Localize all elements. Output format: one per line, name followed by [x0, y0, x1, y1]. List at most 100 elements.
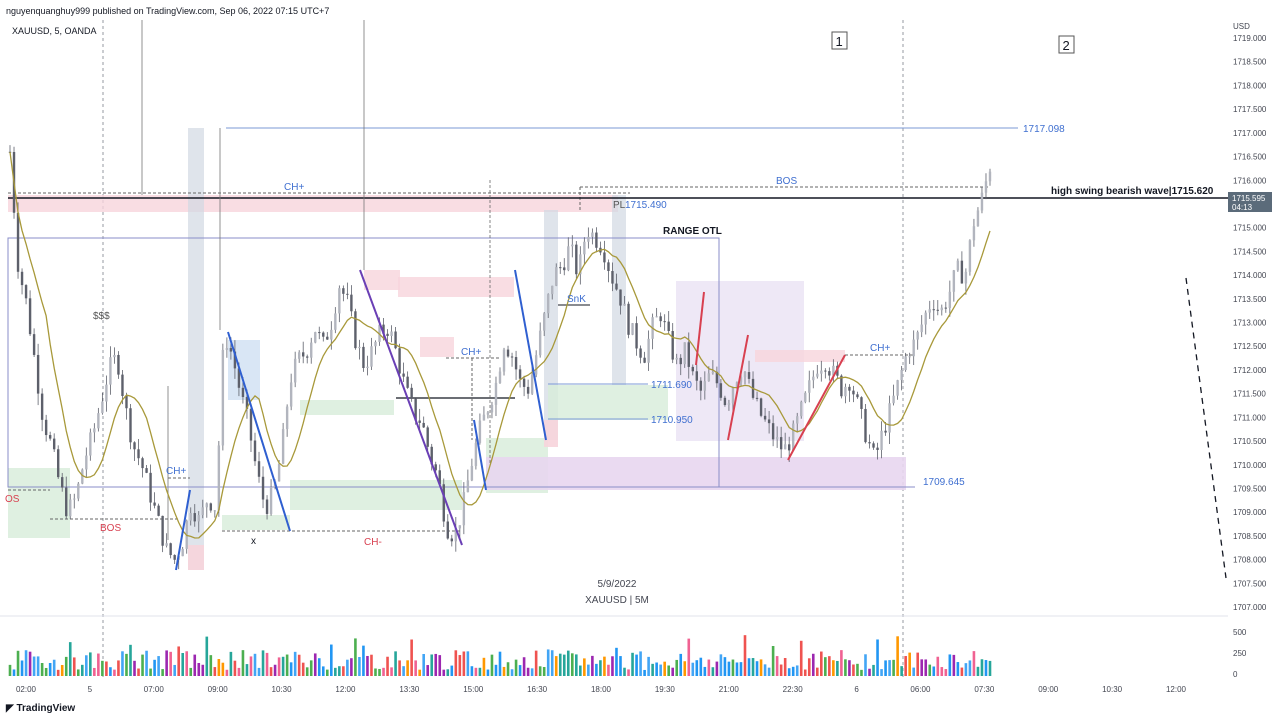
candle-body[interactable] [980, 192, 984, 211]
candle-body[interactable] [727, 403, 731, 406]
candle-body[interactable] [213, 510, 217, 512]
candle-body[interactable] [454, 528, 458, 542]
candle-body[interactable] [153, 502, 156, 506]
candle-body[interactable] [73, 498, 76, 500]
candle-body[interactable] [563, 267, 566, 271]
candle-body[interactable] [265, 499, 269, 514]
candle-body[interactable] [141, 458, 144, 469]
candle-body[interactable] [647, 338, 650, 363]
candle-body[interactable] [852, 390, 855, 395]
candle-body[interactable] [93, 428, 96, 433]
candle-body[interactable] [221, 349, 225, 446]
candle-body[interactable] [844, 386, 847, 397]
candle-body[interactable] [366, 366, 369, 369]
candle-body[interactable] [257, 461, 261, 477]
candle-body[interactable] [482, 414, 486, 421]
candle-body[interactable] [888, 403, 891, 433]
candle-body[interactable] [241, 387, 245, 398]
candle-body[interactable] [667, 321, 670, 332]
candle-body[interactable] [285, 406, 289, 430]
candle-body[interactable] [502, 349, 506, 372]
candle-body[interactable] [735, 382, 739, 388]
candle-body[interactable] [567, 246, 570, 271]
trend-line[interactable] [514, 269, 547, 441]
candle-body[interactable] [458, 525, 462, 529]
candle-body[interactable] [77, 483, 80, 499]
candle-body[interactable] [410, 387, 413, 399]
candle-body[interactable] [804, 392, 807, 402]
candle-body[interactable] [571, 244, 574, 247]
candle-body[interactable] [506, 349, 510, 357]
candle-body[interactable] [743, 372, 747, 378]
candle-body[interactable] [289, 382, 293, 407]
candle-body[interactable] [755, 397, 759, 399]
candle-body[interactable] [936, 309, 939, 311]
candle-body[interactable] [326, 336, 329, 340]
candle-body[interactable] [800, 401, 803, 417]
candle-body[interactable] [462, 492, 466, 526]
candle-body[interactable] [579, 254, 582, 275]
supply-zone[interactable] [188, 545, 204, 570]
candle-body[interactable] [52, 438, 56, 450]
candle-body[interactable] [402, 373, 405, 377]
candle-body[interactable] [872, 443, 875, 448]
candle-body[interactable] [422, 422, 425, 428]
candle-body[interactable] [249, 408, 253, 441]
candle-body[interactable] [414, 398, 417, 421]
supply-zone[interactable] [420, 337, 454, 357]
candle-body[interactable] [944, 307, 948, 309]
candle-body[interactable] [406, 376, 409, 388]
candle-body[interactable] [314, 332, 317, 343]
candle-body[interactable] [61, 477, 64, 488]
supply-zone[interactable] [398, 277, 514, 297]
demand-zone[interactable] [548, 385, 668, 420]
candle-body[interactable] [81, 469, 84, 484]
candle-body[interactable] [277, 463, 281, 482]
candle-body[interactable] [40, 393, 44, 420]
candle-body[interactable] [301, 352, 305, 357]
candle-body[interactable] [711, 371, 715, 374]
candle-body[interactable] [908, 356, 911, 358]
candle-body[interactable] [338, 288, 341, 314]
candle-body[interactable] [318, 332, 321, 334]
trend-line[interactable] [695, 291, 705, 366]
candle-body[interactable] [687, 342, 690, 367]
candle-body[interactable] [679, 357, 682, 365]
trend-line[interactable] [727, 334, 749, 441]
candle-body[interactable] [771, 423, 775, 440]
candle-body[interactable] [442, 484, 445, 522]
candle-body[interactable] [293, 358, 297, 383]
candle-body[interactable] [559, 267, 562, 269]
candle-body[interactable] [418, 420, 421, 423]
candle-body[interactable] [269, 486, 273, 514]
candle-body[interactable] [892, 395, 895, 404]
candle-body[interactable] [812, 376, 815, 381]
candle-body[interactable] [828, 371, 831, 376]
candle-body[interactable] [675, 357, 678, 360]
candle-body[interactable] [587, 236, 590, 242]
candle-body[interactable] [310, 342, 313, 358]
candle-body[interactable] [173, 555, 176, 560]
candle-body[interactable] [510, 356, 514, 358]
candle-body[interactable] [281, 429, 285, 464]
trend-line[interactable] [227, 331, 291, 532]
candle-body[interactable] [69, 499, 72, 517]
candle-body[interactable] [960, 260, 964, 284]
candle-body[interactable] [832, 365, 835, 376]
candle-body[interactable] [791, 423, 795, 451]
candle-body[interactable] [24, 285, 28, 299]
candle-body[interactable] [121, 374, 124, 396]
candle-body[interactable] [145, 468, 148, 473]
candle-body[interactable] [659, 316, 662, 322]
candle-body[interactable] [779, 437, 783, 450]
candle-body[interactable] [113, 354, 116, 358]
candle-body[interactable] [374, 341, 377, 347]
candle-body[interactable] [912, 339, 915, 357]
candle-body[interactable] [619, 289, 622, 306]
candle-body[interactable] [900, 370, 903, 381]
candle-body[interactable] [434, 464, 437, 471]
candle-body[interactable] [398, 348, 401, 374]
candle-body[interactable] [181, 548, 184, 557]
candle-body[interactable] [555, 267, 558, 286]
candle-body[interactable] [655, 316, 658, 318]
